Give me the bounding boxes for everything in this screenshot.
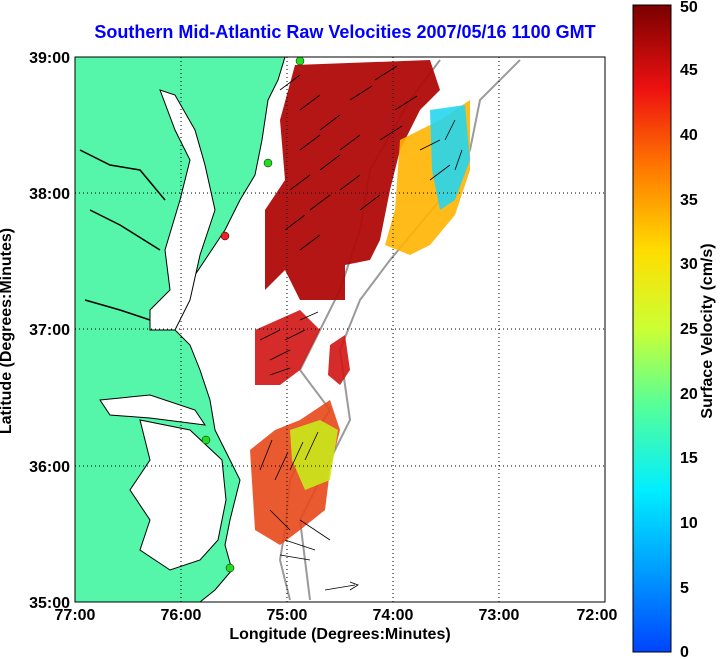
station-marker[interactable] <box>295 57 305 66</box>
colorbar-tick-label: 25 <box>680 321 698 338</box>
colorbar-tick-label: 40 <box>680 127 698 144</box>
x-tick-label: 72:00 <box>577 607 618 624</box>
y-tick-label: 37:00 <box>29 322 70 339</box>
pamlico-sound <box>129 419 227 571</box>
colorbar-tick-label: 15 <box>680 450 698 467</box>
velocity-vectors <box>259 65 463 591</box>
albemarle-sound <box>99 394 207 426</box>
colorbar-tick-label: 35 <box>680 192 698 209</box>
chart-title: Southern Mid-Atlantic Raw Velocities 200… <box>94 22 596 42</box>
chesapeake-bay <box>149 89 216 331</box>
river-rappahannock <box>89 209 161 251</box>
x-axis: 77:00 76:00 75:00 74:00 73:00 72:00 <box>55 607 618 624</box>
y-tick-label: 39:00 <box>29 50 70 67</box>
velocity-patch-eddy <box>430 105 470 210</box>
station-marker[interactable] <box>263 158 273 168</box>
y-axis-label: Latitude (Degrees:Minutes) <box>0 227 15 435</box>
station-marker[interactable] <box>201 435 211 445</box>
colorbar-tick-label: 45 <box>680 62 698 79</box>
velocity-patch-north <box>265 60 440 300</box>
colorbar-tick-label: 20 <box>680 386 698 403</box>
river-potomac <box>79 149 166 201</box>
y-axis: 35:00 36:00 37:00 38:00 39:00 <box>29 50 70 612</box>
x-tick-label: 74:00 <box>373 607 414 624</box>
velocity-patch-east <box>328 335 350 385</box>
x-tick-label: 75:00 <box>267 607 308 624</box>
grid-lines <box>75 57 605 602</box>
x-axis-label: Longitude (Degrees:Minutes) <box>229 626 451 643</box>
colorbar-tick-label: 30 <box>680 256 698 273</box>
y-tick-label: 36:00 <box>29 459 70 476</box>
velocity-field <box>250 60 470 545</box>
colorbar-tick-label: 50 <box>680 0 698 16</box>
x-tick-label: 77:00 <box>55 607 96 624</box>
colorbar-label: Surface Velocity (cm/s) <box>699 243 716 419</box>
plot-frame <box>74 56 606 603</box>
station-marker-offline[interactable] <box>220 231 230 241</box>
colorbar-tick-label: 0 <box>680 644 689 659</box>
velocity-patch-hatteras-yellow <box>290 420 338 490</box>
x-tick-label: 76:00 <box>161 607 202 624</box>
colorbar-tick-label: 10 <box>680 515 698 532</box>
y-tick-label: 35:00 <box>29 595 70 612</box>
y-tick-label: 38:00 <box>29 186 70 203</box>
x-tick-label: 73:00 <box>479 607 520 624</box>
colorbar <box>632 4 672 653</box>
colorbar-ticks: 0 5 10 15 20 25 30 35 40 45 50 <box>680 0 698 659</box>
river-james <box>84 299 151 321</box>
colorbar-tick-label: 5 <box>680 580 689 597</box>
scale-arrow <box>324 581 359 591</box>
station-marker[interactable] <box>225 563 235 573</box>
